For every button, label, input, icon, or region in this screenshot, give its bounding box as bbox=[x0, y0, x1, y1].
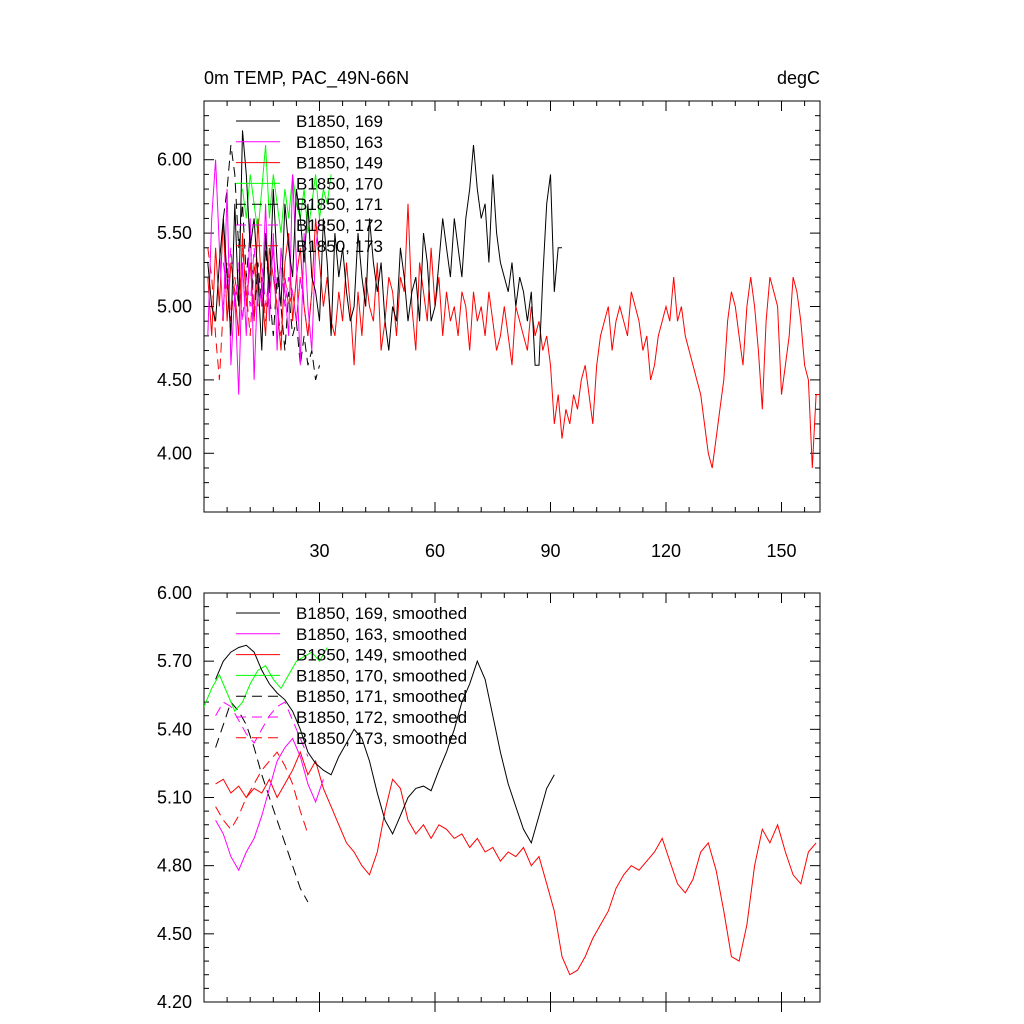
top-legend-label: B1850, 172 bbox=[296, 216, 383, 235]
top-ytick-label: 4.00 bbox=[157, 443, 192, 463]
bottom-legend-label: B1850, 169, smoothed bbox=[296, 604, 467, 623]
bottom-ytick-label: 5.40 bbox=[157, 719, 192, 739]
bottom-ytick-label: 4.80 bbox=[157, 856, 192, 876]
bottom-ytick-label: 5.70 bbox=[157, 651, 192, 671]
top-series-line bbox=[222, 144, 320, 381]
bottom-legend-label: B1850, 171, smoothed bbox=[296, 687, 467, 706]
top-legend-label: B1850, 163 bbox=[296, 133, 383, 152]
bottom-legend-label: B1850, 170, smoothed bbox=[296, 666, 467, 685]
top-legend-label: B1850, 171 bbox=[296, 195, 383, 214]
top-title-right: degC bbox=[777, 68, 820, 88]
top-series-line bbox=[207, 203, 820, 469]
top-legend-label: B1850, 170 bbox=[296, 174, 383, 193]
bottom-series-line bbox=[204, 647, 328, 713]
top-xtick-label: 90 bbox=[540, 541, 560, 561]
bottom-series-group bbox=[204, 644, 817, 976]
bottom-series-line bbox=[215, 751, 309, 835]
top-xtick-label: 30 bbox=[309, 541, 329, 561]
bottom-series-line bbox=[215, 701, 309, 757]
top-xtick-label: 120 bbox=[651, 541, 681, 561]
top-series-line bbox=[207, 159, 320, 395]
bottom-series-line bbox=[215, 750, 817, 976]
top-series-line bbox=[207, 130, 562, 366]
bottom-series-line bbox=[215, 737, 324, 872]
bottom-legend-label: B1850, 172, smoothed bbox=[296, 708, 467, 727]
top-ytick-label: 5.50 bbox=[157, 223, 192, 243]
bottom-ytick-label: 4.20 bbox=[157, 992, 192, 1012]
bottom-series-line bbox=[215, 644, 555, 845]
top-ytick-label: 4.50 bbox=[157, 370, 192, 390]
top-series-group bbox=[207, 130, 820, 469]
top-legend-label: B1850, 149 bbox=[296, 154, 383, 173]
top-ytick-label: 6.00 bbox=[157, 150, 192, 170]
top-panel: 0m TEMP, PAC_49N-66N degC 4.00 4.50 5.00 5.… bbox=[157, 68, 821, 561]
bottom-legend-label: B1850, 149, smoothed bbox=[296, 646, 467, 665]
top-legend-label: B1850, 173 bbox=[296, 237, 383, 256]
bottom-panel: 4.20 4.50 4.80 5.10 5.40 5.70 6.00 B1850, 169, … bbox=[157, 583, 821, 1012]
bottom-series-line bbox=[215, 701, 309, 903]
bottom-ytick-label: 5.10 bbox=[157, 788, 192, 808]
bottom-ytick-label: 4.50 bbox=[157, 924, 192, 944]
top-title-left: 0m TEMP, PAC_49N-66N bbox=[204, 68, 409, 89]
top-ytick-label: 5.00 bbox=[157, 297, 192, 317]
bottom-ytick-label: 6.00 bbox=[157, 583, 192, 603]
top-xtick-label: 150 bbox=[766, 541, 796, 561]
bottom-legend-label: B1850, 163, smoothed bbox=[296, 625, 467, 644]
top-xtick-label: 60 bbox=[425, 541, 445, 561]
bottom-legend-label: B1850, 173, smoothed bbox=[296, 729, 467, 748]
top-legend-label: B1850, 169 bbox=[296, 112, 383, 131]
bottom-legend: B1850, 169, smoothed B1850, 163, smoothed… bbox=[236, 604, 467, 748]
